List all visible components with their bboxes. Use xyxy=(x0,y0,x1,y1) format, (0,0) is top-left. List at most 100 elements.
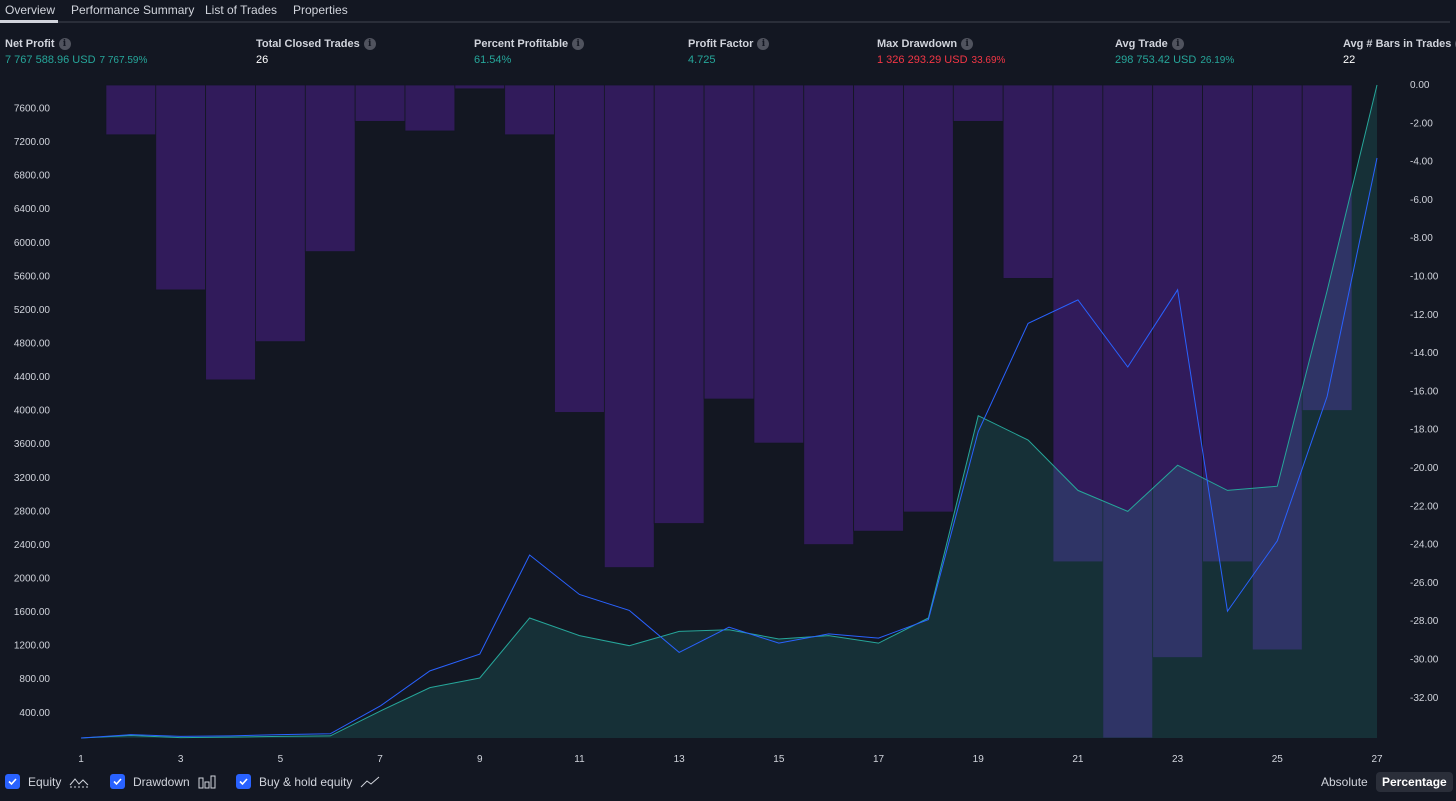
right-axis-tick-label: -28.00 xyxy=(1410,616,1439,627)
drawdown-bar xyxy=(205,84,256,381)
stat-label: Avg Trade xyxy=(1115,38,1168,50)
info-icon[interactable]: i xyxy=(961,38,974,50)
legend-drawdown[interactable]: Drawdown xyxy=(110,774,216,789)
tab-properties[interactable]: Properties xyxy=(293,3,348,17)
drawdown-bar xyxy=(304,84,356,253)
buy-hold-line xyxy=(80,157,1378,739)
right-axis-tick-label: -14.00 xyxy=(1410,348,1439,359)
drawdown-bar xyxy=(1102,84,1154,739)
info-icon[interactable]: i xyxy=(572,38,585,50)
drawdown-bar xyxy=(1202,84,1253,563)
stat-percent: 33.69% xyxy=(971,55,1006,66)
left-axis-tick-label: 4000.00 xyxy=(14,406,51,417)
check-icon xyxy=(239,778,248,786)
x-axis-tick-label: 1 xyxy=(78,754,84,765)
x-axis-tick-label: 3 xyxy=(178,754,184,765)
legend-label: Buy & hold equity xyxy=(259,774,353,789)
x-axis-tick-label: 27 xyxy=(1371,754,1383,765)
right-axis-tick-label: -18.00 xyxy=(1410,425,1439,436)
right-axis-tick-label: -32.00 xyxy=(1410,693,1439,704)
drawdown-bar xyxy=(105,84,157,136)
drawdown-bar xyxy=(952,84,1004,122)
drawdown-bar xyxy=(803,84,855,545)
tab-performance-summary[interactable]: Performance Summary xyxy=(71,3,195,17)
right-axis-tick-label: -24.00 xyxy=(1410,540,1439,551)
tab-list-of-trades[interactable]: List of Trades xyxy=(205,3,278,17)
left-axis-tick-label: 3600.00 xyxy=(14,439,51,450)
bar-chart-icon xyxy=(198,775,216,788)
drawdown-bar xyxy=(853,84,904,532)
tab-overview[interactable]: Overview xyxy=(5,3,56,17)
left-axis-tick-label: 3200.00 xyxy=(14,473,51,484)
stat-value: 61.54% xyxy=(474,54,512,66)
left-axis-tick-label: 6400.00 xyxy=(14,204,51,215)
drawdown-checkbox[interactable] xyxy=(110,774,125,789)
legend-equity[interactable]: Equity xyxy=(5,774,89,789)
stat-total-closed-trades: Total Closed Trades i 26 xyxy=(256,38,376,66)
x-axis-tick-label: 5 xyxy=(278,754,284,765)
stat-label: Max Drawdown xyxy=(877,38,958,50)
drawdown-bar xyxy=(903,84,954,513)
right-axis-tick-label: -10.00 xyxy=(1410,271,1439,282)
left-axis-tick-label: 5600.00 xyxy=(14,271,51,282)
drawdown-bar xyxy=(354,84,406,122)
left-axis-tick-label: 6800.00 xyxy=(14,171,51,182)
drawdown-bar xyxy=(753,84,805,444)
x-axis-tick-label: 15 xyxy=(773,754,785,765)
info-icon[interactable]: i xyxy=(58,38,71,50)
drawdown-bar xyxy=(554,84,605,413)
left-axis-tick-label: 400.00 xyxy=(19,708,50,719)
drawdown-bar xyxy=(504,84,555,136)
drawdown-bar xyxy=(1002,84,1054,279)
stat-label: Percent Profitable xyxy=(474,38,569,50)
right-axis-tick-label: -22.00 xyxy=(1410,501,1439,512)
x-axis-tick-label: 23 xyxy=(1172,754,1184,765)
equity-line-icon xyxy=(69,777,89,787)
x-axis-tick-label: 17 xyxy=(873,754,885,765)
x-axis-tick-label: 25 xyxy=(1272,754,1284,765)
right-axis-tick-label: -26.00 xyxy=(1410,578,1439,589)
trend-line-icon xyxy=(361,776,380,787)
stat-percent: 26.19% xyxy=(1200,55,1235,66)
stat-value: 22 xyxy=(1343,54,1356,66)
x-axis-tick-label: 19 xyxy=(973,754,985,765)
stat-max-drawdown: Max Drawdown i 1 326 293.29 USD 33.69% xyxy=(877,38,1005,66)
legend-label: Equity xyxy=(28,774,62,789)
info-icon[interactable]: i xyxy=(757,38,770,50)
right-axis-tick-label: -20.00 xyxy=(1410,463,1439,474)
stat-value: 26 xyxy=(256,54,269,66)
drawdown-bar xyxy=(255,84,306,343)
percentage-button[interactable]: Percentage xyxy=(1376,772,1453,792)
tab-bar: Overview Performance Summary List of Tra… xyxy=(0,0,1456,24)
tab-bar-divider xyxy=(58,21,1450,23)
left-axis-tick-label: 800.00 xyxy=(19,674,50,685)
drawdown-bar xyxy=(454,84,506,90)
equity-checkbox[interactable] xyxy=(5,774,20,789)
x-axis-tick-label: 7 xyxy=(377,754,383,765)
left-axis-tick-label: 6000.00 xyxy=(14,238,51,249)
buy-hold-checkbox[interactable] xyxy=(236,774,251,789)
right-axis-tick-label: -6.00 xyxy=(1410,195,1433,206)
right-axis-tick-label: -12.00 xyxy=(1410,310,1439,321)
equity-chart: 7600.00 7200.00 6800.00 6400.00 6000.00 5600.… xyxy=(14,80,1439,765)
info-icon[interactable]: i xyxy=(363,38,376,50)
stat-value: 1 326 293.29 USD xyxy=(877,54,968,66)
right-axis-tick-label: 0.00 xyxy=(1410,80,1430,91)
left-axis-tick-label: 1200.00 xyxy=(14,641,51,652)
left-axis-tick-label: 7200.00 xyxy=(14,137,51,148)
stat-value: 4.725 xyxy=(688,54,716,66)
legend-buy-hold[interactable]: Buy & hold equity xyxy=(236,774,380,789)
right-axis-tick-label: -16.00 xyxy=(1410,386,1439,397)
left-axis-tick-label: 2800.00 xyxy=(14,506,51,517)
stat-avg-trade: Avg Trade i 298 753.42 USD 26.19% xyxy=(1115,38,1234,66)
left-axis-tick-label: 5200.00 xyxy=(14,305,51,316)
absolute-button[interactable]: Absolute xyxy=(1321,775,1368,789)
active-tab-indicator xyxy=(0,20,58,23)
equity-area xyxy=(81,85,1377,738)
info-icon[interactable]: i xyxy=(1171,38,1184,50)
legend-label: Drawdown xyxy=(133,774,190,789)
x-axis-tick-label: 9 xyxy=(477,754,483,765)
drawdown-bar xyxy=(653,84,705,524)
stat-percent-profitable: Percent Profitable i 61.54% xyxy=(474,38,585,66)
